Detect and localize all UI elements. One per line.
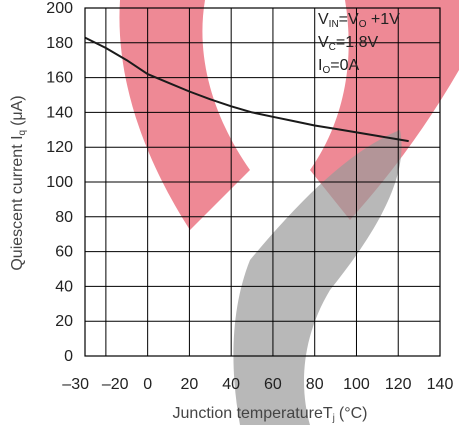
plot-area bbox=[84, 7, 441, 357]
y-tick-label: 80 bbox=[55, 209, 73, 226]
y-tick-label: 120 bbox=[46, 139, 73, 156]
x-tick-label: –20 bbox=[102, 376, 129, 393]
y-tick-label: 140 bbox=[46, 104, 73, 121]
y-axis-symbol-sub: q bbox=[17, 130, 28, 136]
annotation-line-2: IO=0A bbox=[318, 57, 359, 76]
x-tick-labels: –30 –20 0 20 40 60 80 100 120 140 bbox=[62, 376, 453, 393]
y-axis-title: Quiescent current Iq (μA) bbox=[9, 95, 28, 270]
annotation-line-0: VIN=VO +1V bbox=[318, 11, 400, 30]
y-tick-label: 100 bbox=[46, 174, 73, 191]
y-axis-unit: (μA) bbox=[9, 95, 26, 126]
y-tick-label: 20 bbox=[55, 313, 73, 330]
y-tick-label: 0 bbox=[64, 348, 73, 365]
condition-annotations: VIN=VO +1V VC=1.8V IO=0A bbox=[318, 11, 400, 76]
x-tick-label: 60 bbox=[264, 376, 282, 393]
x-axis-symbol-sub: j bbox=[332, 413, 335, 424]
x-axis-symbol: T bbox=[323, 405, 333, 422]
background-watermark bbox=[119, 0, 459, 425]
x-axis-unit: (°C) bbox=[339, 405, 368, 422]
x-tick-label: –30 bbox=[62, 376, 89, 393]
x-tick-label: 0 bbox=[143, 376, 152, 393]
y-axis-label: Quiescent current I bbox=[9, 135, 26, 270]
x-tick-label: 120 bbox=[385, 376, 412, 393]
x-tick-label: 20 bbox=[181, 376, 199, 393]
y-tick-label: 60 bbox=[55, 244, 73, 261]
x-tick-label: 80 bbox=[306, 376, 324, 393]
y-tick-labels: 0 20 40 60 80 100 120 140 160 180 200 bbox=[46, 0, 73, 365]
annotation-line-1: VC=1.8V bbox=[318, 34, 378, 53]
x-tick-label: 140 bbox=[427, 376, 454, 393]
x-axis-title: Junction temperatureTj (°C) bbox=[173, 405, 368, 424]
x-tick-label: 100 bbox=[343, 376, 370, 393]
y-tick-label: 180 bbox=[46, 35, 73, 52]
x-axis-label: Junction temperature bbox=[173, 405, 323, 422]
plot-frame bbox=[84, 7, 441, 357]
y-tick-label: 160 bbox=[46, 70, 73, 87]
series-line bbox=[84, 36, 409, 143]
x-tick-label: 40 bbox=[222, 376, 240, 393]
y-tick-label: 200 bbox=[46, 0, 73, 17]
watermark-gray-stroke bbox=[233, 130, 402, 425]
watermark-red-stroke-left bbox=[119, 0, 250, 230]
y-tick-label: 40 bbox=[55, 278, 73, 295]
